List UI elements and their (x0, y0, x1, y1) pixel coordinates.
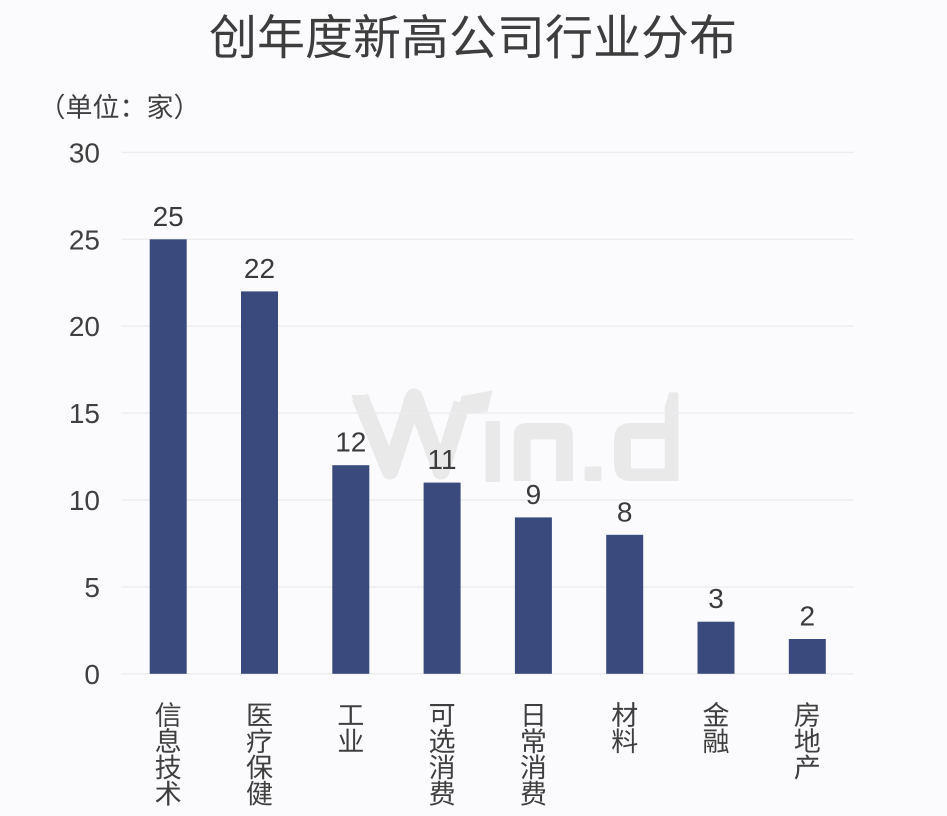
svg-text:0: 0 (84, 659, 100, 690)
svg-text:2: 2 (800, 601, 816, 632)
svg-text:8: 8 (617, 496, 633, 527)
svg-text:9: 9 (526, 479, 542, 510)
svg-text:15: 15 (69, 398, 100, 429)
svg-text:22: 22 (244, 253, 275, 284)
svg-text:11: 11 (428, 444, 457, 475)
svg-text:25: 25 (153, 201, 184, 232)
svg-text:12: 12 (335, 427, 366, 458)
svg-text:5: 5 (84, 572, 100, 603)
svg-text:25: 25 (69, 224, 100, 255)
svg-text:30: 30 (69, 137, 100, 168)
svg-text:3: 3 (708, 583, 724, 614)
svg-text:10: 10 (69, 485, 100, 516)
svg-text:20: 20 (69, 311, 100, 342)
